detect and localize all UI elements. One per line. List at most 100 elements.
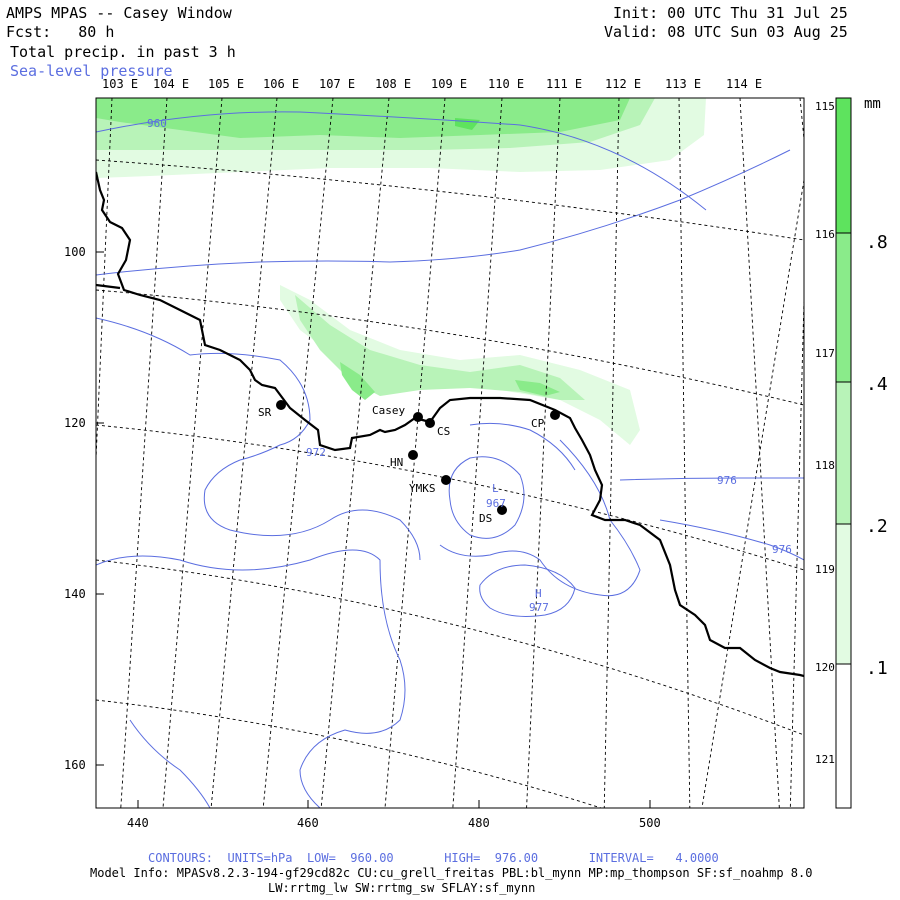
- y-tick-label: 100: [64, 245, 86, 259]
- lon-line: [789, 299, 804, 808]
- lon-label: 108 E: [375, 77, 412, 91]
- contour-label: 977: [529, 601, 549, 614]
- colorbar-label: .4: [866, 374, 888, 395]
- x-tick-label: 460: [297, 816, 319, 830]
- isobar-960: [96, 111, 707, 211]
- contour-label: 972: [306, 446, 326, 459]
- station-dot-ds[interactable]: [497, 505, 507, 515]
- low-center-label: L: [492, 482, 499, 495]
- colorbar-label: .1: [866, 658, 888, 679]
- station-label-ymks: YMKS: [409, 482, 436, 495]
- isobar-977: [479, 564, 576, 617]
- station-dot-sr[interactable]: [276, 400, 286, 410]
- colorbar-segment: [836, 233, 851, 382]
- station-label-hn: HN: [390, 456, 403, 469]
- y-tick-label: 140: [64, 587, 86, 601]
- lon-label: 107 E: [319, 77, 356, 91]
- isobar-967: [448, 456, 525, 539]
- lat-line: [96, 559, 804, 736]
- lon-line: [603, 98, 620, 808]
- lon-grid-lines: [96, 98, 804, 808]
- map-title: AMPS MPAS -- Casey Window: [6, 4, 232, 22]
- coastline-west: [96, 171, 431, 452]
- lon-label: 110 E: [488, 77, 525, 91]
- isobar: [96, 549, 406, 808]
- colorbar: [835, 97, 852, 809]
- lon-label: 109 E: [431, 77, 468, 91]
- isobar: [203, 459, 421, 561]
- x-tick-label: 440: [127, 816, 149, 830]
- precip-band-heavy: [340, 362, 375, 400]
- coastline: [96, 171, 804, 678]
- lon-label: 103 E: [102, 77, 139, 91]
- station-label-cp: CP: [531, 417, 545, 430]
- colorbar-segment: [836, 98, 851, 233]
- model-info-line2: LW:rrtmg_lw SW:rrtmg_sw SFLAY:sf_mynn: [268, 881, 536, 895]
- isobar: [129, 719, 211, 808]
- colorbar-segment: [836, 664, 851, 808]
- lon-line: [701, 179, 804, 808]
- plot-frame: [95, 97, 805, 809]
- model-info: Model Info: MPASv8.2.3-194-gf29cd82c CU:…: [90, 866, 813, 880]
- x-tick-label: 500: [639, 816, 661, 830]
- contour-labels: 960 972 976 976 967 L H 977: [147, 117, 792, 614]
- contour-label: 976: [772, 543, 792, 556]
- lon-label: 113 E: [665, 77, 702, 91]
- contour-info: CONTOURS: UNITS=hPa LOW= 960.00 HIGH= 97…: [148, 851, 719, 865]
- lon-line: [678, 98, 691, 808]
- high-center-label: H: [535, 587, 542, 600]
- lon-line: [120, 98, 168, 808]
- station-label-casey: Casey: [372, 404, 405, 417]
- lon-label: 106 E: [263, 77, 300, 91]
- precip-band-light: [280, 285, 640, 445]
- lon-line: [803, 440, 804, 483]
- pressure-contours: [96, 111, 804, 808]
- field-name: Total precip. in past 3 h: [10, 43, 236, 61]
- valid-time: Valid: 08 UTC Sun 03 Aug 25: [604, 23, 848, 41]
- lon-label: 111 E: [546, 77, 583, 91]
- lat-line: [96, 159, 804, 241]
- y-tick-label: 160: [64, 758, 86, 772]
- contour-label: 967: [486, 497, 506, 510]
- overlay-name: Sea-level pressure: [10, 62, 173, 80]
- y-tick-label: 120: [64, 416, 86, 430]
- station-label-sr: SR: [258, 406, 272, 419]
- precip-area-heavy: [96, 98, 630, 138]
- isobar-976: [619, 477, 804, 481]
- lon-line: [526, 98, 561, 808]
- lon-label: 112 E: [605, 77, 642, 91]
- station-dot-cp[interactable]: [550, 410, 560, 420]
- coastline-fragment: [96, 283, 121, 290]
- precip-shading: [96, 98, 706, 445]
- contour-label: 960: [147, 117, 167, 130]
- lon-label: 104 E: [153, 77, 190, 91]
- lat-line: [96, 424, 804, 571]
- lon-line: [320, 98, 390, 808]
- contour-label: 976: [717, 474, 737, 487]
- isobar: [469, 422, 576, 471]
- map-plot-area: [96, 98, 804, 808]
- colorbar-unit: mm: [864, 96, 881, 112]
- precip-band-heavy-2: [515, 380, 560, 396]
- colorbar-label: .2: [866, 516, 888, 537]
- colorbar-segment: [836, 382, 851, 524]
- lat-line: [96, 699, 603, 808]
- lon-line: [452, 98, 503, 808]
- lon-line: [162, 98, 223, 808]
- station-dot-hn[interactable]: [408, 450, 418, 460]
- lat-line: [96, 289, 804, 406]
- colorbar-label: .8: [866, 232, 888, 253]
- lon-label: 105 E: [208, 77, 245, 91]
- init-time: Init: 00 UTC Thu 31 Jul 25: [613, 4, 848, 22]
- station-markers: [276, 400, 560, 515]
- isobar: [96, 317, 311, 461]
- colorbar-frame: [835, 97, 852, 809]
- colorbar-labels: mm .8 .4 .2 .1: [864, 96, 888, 679]
- axis-ticks: [96, 251, 651, 808]
- station-label-ds: DS: [479, 512, 492, 525]
- station-dot-cs[interactable]: [425, 418, 435, 428]
- station-dot-casey[interactable]: [413, 412, 423, 422]
- isobar: [439, 439, 641, 597]
- station-dot-ymks[interactable]: [441, 475, 451, 485]
